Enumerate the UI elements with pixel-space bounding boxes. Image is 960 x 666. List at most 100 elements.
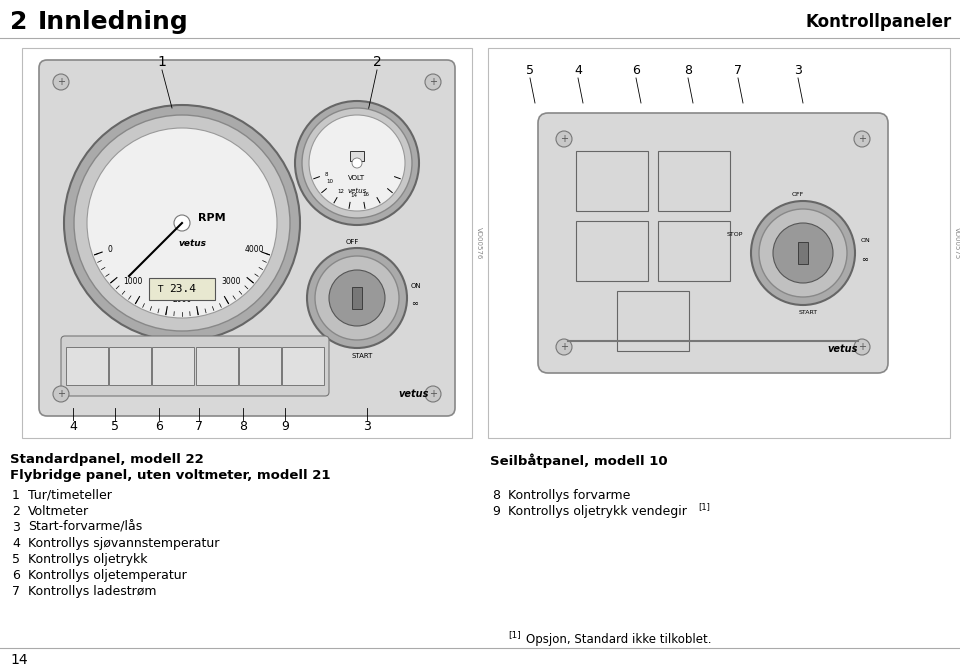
Text: Kontrollys oljetrykk vendegir: Kontrollys oljetrykk vendegir [508, 505, 686, 518]
Bar [798, 242, 808, 264]
Bar [22, 48, 472, 438]
Text: 4: 4 [574, 63, 582, 77]
Text: 10: 10 [326, 179, 333, 184]
Text: Kontrollys forvarme: Kontrollys forvarme [508, 489, 631, 502]
Bar [352, 287, 362, 309]
Text: 8: 8 [324, 172, 327, 176]
Text: +: + [560, 134, 568, 144]
Bar [149, 278, 215, 300]
Text: ∞: ∞ [861, 254, 868, 264]
Text: Tur/timeteller: Tur/timeteller [28, 489, 112, 502]
FancyBboxPatch shape [61, 336, 329, 396]
Circle shape [295, 101, 419, 225]
Text: 1: 1 [12, 489, 20, 502]
FancyBboxPatch shape [538, 113, 888, 373]
Text: Opsjon, Standard ikke tilkoblet.: Opsjon, Standard ikke tilkoblet. [526, 633, 711, 646]
Circle shape [174, 215, 190, 231]
Text: vetus: vetus [828, 344, 858, 354]
Text: 1000: 1000 [123, 278, 142, 286]
Text: 6: 6 [632, 63, 640, 77]
Text: OFF: OFF [792, 192, 804, 198]
Text: 2: 2 [12, 505, 20, 518]
Bar [239, 347, 280, 385]
Bar [576, 221, 648, 281]
Text: 5: 5 [12, 553, 20, 566]
Text: 6: 6 [156, 420, 163, 432]
Text: Seilbåtpanel, modell 10: Seilbåtpanel, modell 10 [490, 453, 667, 468]
Text: Kontrollys oljetrykk: Kontrollys oljetrykk [28, 553, 148, 566]
Text: ON: ON [861, 238, 871, 244]
Text: VD00576: VD00576 [476, 227, 482, 259]
Circle shape [773, 223, 833, 283]
Text: 7: 7 [195, 420, 203, 432]
Text: Innledning: Innledning [38, 10, 189, 34]
Circle shape [329, 270, 385, 326]
Text: 16: 16 [362, 192, 369, 197]
Text: 5: 5 [526, 63, 534, 77]
Text: Kontrollys sjøvannstemperatur: Kontrollys sjøvannstemperatur [28, 537, 220, 550]
Text: [1]: [1] [508, 630, 520, 639]
Bar [350, 151, 364, 161]
Text: +: + [429, 77, 437, 87]
Text: +: + [858, 342, 866, 352]
Text: 7: 7 [12, 585, 20, 598]
Text: 7: 7 [734, 63, 742, 77]
Bar [109, 347, 152, 385]
Bar [658, 151, 730, 211]
Text: Start-forvarme/lås: Start-forvarme/lås [28, 521, 142, 534]
Bar [153, 347, 195, 385]
Circle shape [74, 115, 290, 331]
Text: 2000: 2000 [172, 296, 192, 304]
Text: 2: 2 [372, 55, 381, 69]
Text: ON: ON [411, 283, 421, 289]
Text: 23.4: 23.4 [169, 284, 196, 294]
Circle shape [556, 339, 572, 355]
Text: 3: 3 [12, 521, 20, 534]
Text: vetus: vetus [348, 188, 367, 194]
Circle shape [556, 131, 572, 147]
Text: 12: 12 [337, 189, 344, 194]
Text: 4000: 4000 [245, 245, 264, 254]
Bar [576, 151, 648, 211]
Text: +: + [560, 342, 568, 352]
Circle shape [352, 158, 362, 168]
Text: Kontrollpaneler: Kontrollpaneler [805, 13, 952, 31]
Text: [1]: [1] [698, 502, 709, 511]
Text: 8: 8 [684, 63, 692, 77]
Bar [658, 221, 730, 281]
Text: 6: 6 [12, 569, 20, 582]
Text: VOLT: VOLT [348, 175, 366, 181]
Circle shape [64, 105, 300, 341]
Circle shape [53, 74, 69, 90]
Text: +: + [57, 389, 65, 399]
Circle shape [309, 115, 405, 211]
Text: vetus: vetus [178, 238, 206, 248]
Text: 8: 8 [239, 420, 247, 432]
Text: 14: 14 [350, 193, 358, 198]
Circle shape [425, 74, 441, 90]
Text: 2: 2 [10, 10, 28, 34]
Text: START: START [799, 310, 818, 316]
Text: 1: 1 [157, 55, 166, 69]
Text: Voltmeter: Voltmeter [28, 505, 89, 518]
Text: T: T [157, 284, 162, 294]
Text: START: START [351, 353, 372, 359]
Circle shape [854, 339, 870, 355]
Text: Flybridge panel, uten voltmeter, modell 21: Flybridge panel, uten voltmeter, modell … [10, 469, 330, 482]
Text: +: + [429, 389, 437, 399]
Circle shape [53, 386, 69, 402]
Text: 0: 0 [108, 245, 112, 254]
Bar [617, 291, 689, 351]
Text: OFF: OFF [346, 239, 359, 245]
Bar [196, 347, 237, 385]
Text: Kontrollys ladestrøm: Kontrollys ladestrøm [28, 585, 156, 598]
Circle shape [751, 201, 855, 305]
Text: 3: 3 [794, 63, 802, 77]
Text: 14: 14 [10, 653, 28, 666]
Text: ∞: ∞ [411, 298, 418, 308]
Text: 4: 4 [12, 537, 20, 550]
Circle shape [87, 128, 277, 318]
Circle shape [302, 108, 412, 218]
Text: Standardpanel, modell 22: Standardpanel, modell 22 [10, 453, 204, 466]
Text: +: + [57, 77, 65, 87]
